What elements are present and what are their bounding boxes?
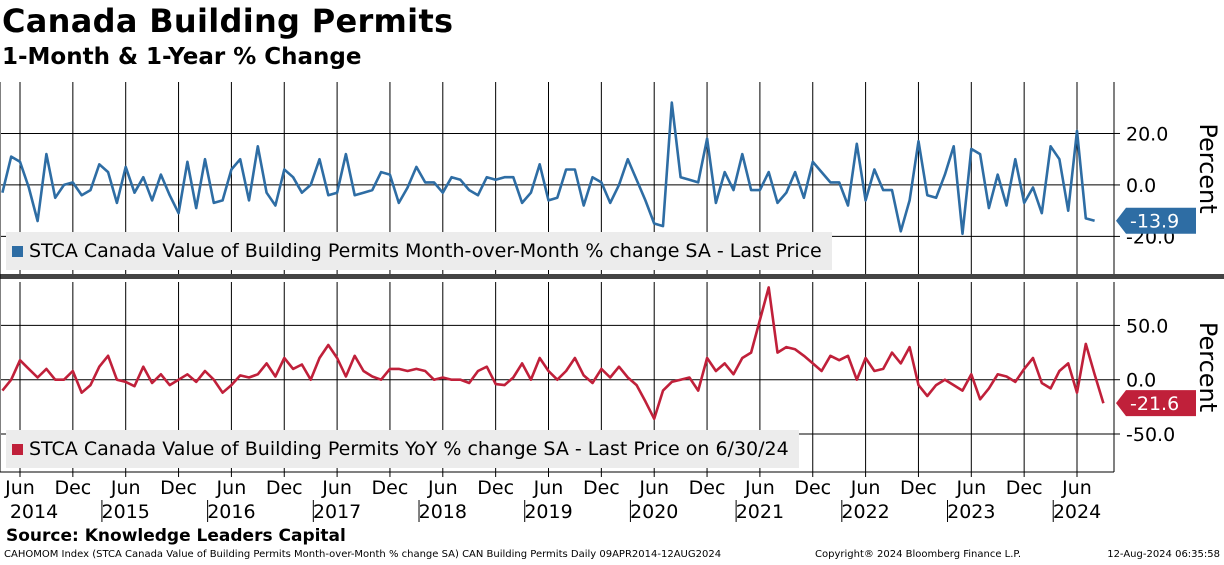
x-tick-label: Dec [1006, 477, 1043, 499]
y-axis-title: Percent [1194, 322, 1222, 412]
x-tick-label: Dec [160, 477, 197, 499]
y-tick-label: 0.0 [1126, 175, 1156, 197]
footer-index-info: CAHOMOM Index (STCA Canada Value of Buil… [4, 549, 722, 560]
x-year-label: 2023 [947, 501, 995, 523]
panel-separator [0, 274, 1224, 279]
x-tick-label: Jun [110, 477, 141, 499]
x-year-label: 2017 [313, 501, 361, 523]
x-tick-label: Dec [583, 477, 620, 499]
y-tick-label: 0.0 [1126, 370, 1156, 392]
chart-subtitle: 1-Month & 1-Year % Change [2, 44, 362, 70]
x-tick-label: Dec [794, 477, 831, 499]
x-tick-label: Jun [955, 477, 986, 499]
y-tick-label: -50.0 [1126, 424, 1175, 446]
legend-yoy-label: STCA Canada Value of Building Permits Yo… [29, 438, 789, 460]
series-line-yoy-panel [1, 286, 1105, 421]
x-year-label: 2015 [102, 501, 150, 523]
x-tick-label: Jun [427, 477, 458, 499]
legend-mom: STCA Canada Value of Building Permits Mo… [6, 232, 832, 270]
chart-title: Canada Building Permits [2, 2, 454, 40]
x-year-label: 2016 [207, 501, 255, 523]
last-value-label: -21.6 [1130, 393, 1179, 415]
last-value-tag [1116, 207, 1196, 234]
last-value-label: -13.9 [1130, 211, 1179, 233]
x-tick-label: Jun [321, 477, 352, 499]
x-tick-label: Dec [372, 477, 409, 499]
footer-copyright: Copyright® 2024 Bloomberg Finance L.P. [815, 549, 1022, 560]
x-year-label: 2014 [10, 501, 58, 523]
x-tick-label: Dec [689, 477, 726, 499]
x-tick-label: Dec [54, 477, 91, 499]
x-tick-label: Jun [638, 477, 669, 499]
x-tick-label: Jun [533, 477, 564, 499]
x-tick-label: Dec [477, 477, 514, 499]
legend-mom-label: STCA Canada Value of Building Permits Mo… [29, 240, 822, 262]
x-year-label: 2021 [736, 501, 784, 523]
y-tick-label: 50.0 [1126, 315, 1168, 337]
footer-timestamp: 12-Aug-2024 06:35:58 [1107, 549, 1220, 560]
y-axis-title: Percent [1194, 123, 1222, 213]
legend-yoy-swatch [12, 443, 23, 455]
x-year-label: 2024 [1053, 501, 1101, 523]
x-tick-label: Jun [1061, 477, 1092, 499]
x-year-label: 2018 [419, 501, 467, 523]
last-value-tag [1116, 390, 1196, 417]
x-tick-label: Jun [850, 477, 881, 499]
x-tick-label: Dec [900, 477, 937, 499]
y-tick-label: 20.0 [1126, 123, 1168, 145]
x-tick-label: Jun [744, 477, 775, 499]
x-tick-label: Dec [266, 477, 303, 499]
x-tick-label: Jun [4, 477, 35, 499]
source-note: Source: Knowledge Leaders Capital [6, 526, 346, 546]
series-line-mom-panel [1, 101, 1095, 236]
legend-mom-swatch [12, 245, 23, 257]
legend-yoy: STCA Canada Value of Building Permits Yo… [6, 430, 799, 468]
x-year-label: 2019 [524, 501, 572, 523]
x-tick-label: Jun [216, 477, 247, 499]
x-year-label: 2022 [841, 501, 889, 523]
x-year-label: 2020 [630, 501, 678, 523]
